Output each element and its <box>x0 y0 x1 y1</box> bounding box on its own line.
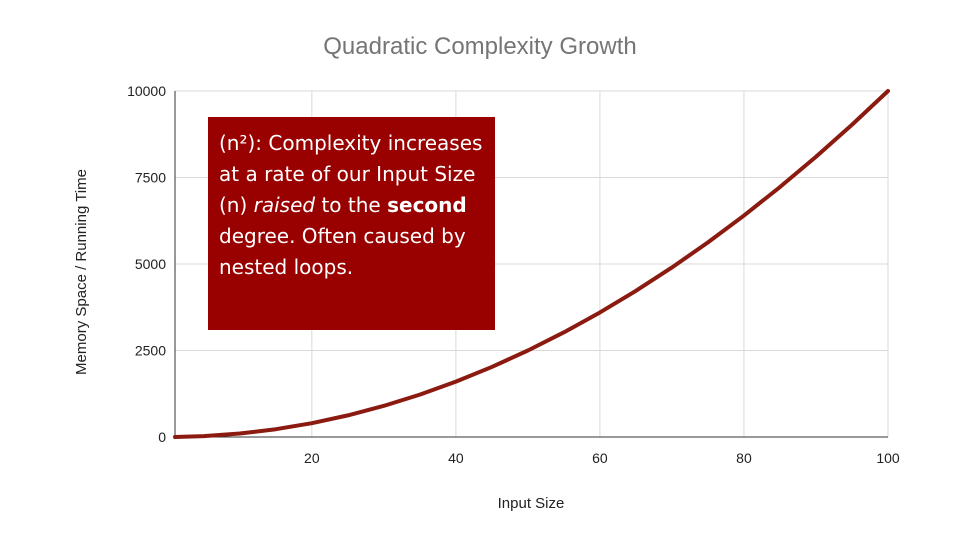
annotation-italic-word: raised <box>253 193 316 217</box>
series-line <box>173 89 890 439</box>
x-axis-label: Input Size <box>498 495 565 512</box>
annotation-text-part2: to the <box>315 193 388 217</box>
y-tick-label: 0 <box>158 429 166 445</box>
x-tick-label: 80 <box>736 450 752 466</box>
x-tick-label: 60 <box>592 450 608 466</box>
annotation-text-part1: (n²): Complexity increases at a rate of … <box>219 131 483 217</box>
y-tick-label: 10000 <box>127 83 166 99</box>
y-tick-label: 5000 <box>135 256 166 272</box>
x-tick-label: 40 <box>448 450 464 466</box>
y-axis-label: Memory Space / Running Time <box>73 169 90 375</box>
x-tick-label: 20 <box>304 450 320 466</box>
annotation-bold-word: second <box>387 193 467 217</box>
y-tick-label: 2500 <box>135 343 166 359</box>
annotation-text-part3: degree. Often caused by nested loops. <box>219 224 466 279</box>
y-tick-label: 7500 <box>135 170 166 186</box>
complexity-annotation: (n²): Complexity increases at a rate of … <box>208 117 495 330</box>
x-tick-label: 100 <box>876 450 900 466</box>
tick-labels: 0 2500 5000 7500 10000 20 40 60 80 100 <box>127 83 900 466</box>
chart-title: Quadratic Complexity Growth <box>323 33 636 60</box>
series-lines <box>173 89 890 439</box>
